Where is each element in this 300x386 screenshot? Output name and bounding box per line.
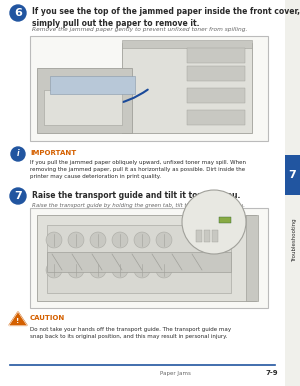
Circle shape	[112, 232, 128, 248]
FancyBboxPatch shape	[122, 43, 252, 133]
Text: 7-9: 7-9	[266, 370, 278, 376]
Circle shape	[10, 5, 26, 21]
Text: Remove the jammed paper gently to prevent unfixed toner from spilling.: Remove the jammed paper gently to preven…	[32, 27, 247, 32]
Circle shape	[10, 188, 26, 204]
FancyBboxPatch shape	[246, 215, 258, 301]
FancyBboxPatch shape	[122, 40, 252, 48]
FancyBboxPatch shape	[30, 36, 268, 141]
FancyBboxPatch shape	[187, 48, 245, 63]
Text: CAUTION: CAUTION	[30, 315, 65, 321]
Circle shape	[46, 232, 62, 248]
Circle shape	[156, 262, 172, 278]
Circle shape	[156, 232, 172, 248]
FancyBboxPatch shape	[0, 0, 285, 386]
Text: 7: 7	[289, 170, 296, 180]
FancyBboxPatch shape	[219, 217, 231, 223]
Text: Troubleshooting: Troubleshooting	[292, 218, 298, 262]
FancyBboxPatch shape	[212, 230, 218, 242]
Text: If you see the top of the jammed paper inside the front cover,
simply pull out t: If you see the top of the jammed paper i…	[32, 7, 300, 28]
FancyBboxPatch shape	[187, 88, 245, 103]
FancyBboxPatch shape	[47, 252, 231, 272]
Text: 6: 6	[14, 8, 22, 18]
Circle shape	[68, 232, 84, 248]
FancyBboxPatch shape	[37, 215, 256, 301]
Text: Raise the transport guide and tilt it toward you.: Raise the transport guide and tilt it to…	[32, 191, 240, 200]
FancyBboxPatch shape	[204, 230, 210, 242]
Circle shape	[90, 262, 106, 278]
FancyBboxPatch shape	[187, 110, 245, 125]
FancyBboxPatch shape	[196, 230, 202, 242]
FancyBboxPatch shape	[37, 68, 132, 133]
Text: IMPORTANT: IMPORTANT	[30, 150, 76, 156]
Text: i: i	[17, 149, 19, 159]
Text: If you pull the jammed paper obliquely upward, unfixed toner may spill. When
rem: If you pull the jammed paper obliquely u…	[30, 160, 246, 179]
Polygon shape	[9, 312, 27, 325]
Circle shape	[112, 262, 128, 278]
Text: Do not take your hands off the transport guide. The transport guide may
snap bac: Do not take your hands off the transport…	[30, 327, 231, 339]
Circle shape	[46, 262, 62, 278]
Circle shape	[134, 232, 150, 248]
Circle shape	[182, 190, 246, 254]
FancyBboxPatch shape	[50, 76, 135, 94]
Text: Raise the transport guide by holding the green tab, tilt the guide toward you.: Raise the transport guide by holding the…	[32, 203, 245, 208]
Text: 7: 7	[14, 191, 22, 201]
Circle shape	[90, 232, 106, 248]
FancyBboxPatch shape	[47, 225, 231, 293]
FancyBboxPatch shape	[187, 66, 245, 81]
Circle shape	[11, 147, 25, 161]
Circle shape	[134, 262, 150, 278]
Text: Paper Jams: Paper Jams	[160, 371, 191, 376]
FancyBboxPatch shape	[44, 90, 122, 125]
FancyBboxPatch shape	[30, 208, 268, 308]
FancyBboxPatch shape	[285, 155, 300, 195]
Circle shape	[68, 262, 84, 278]
Text: !: !	[16, 318, 20, 324]
